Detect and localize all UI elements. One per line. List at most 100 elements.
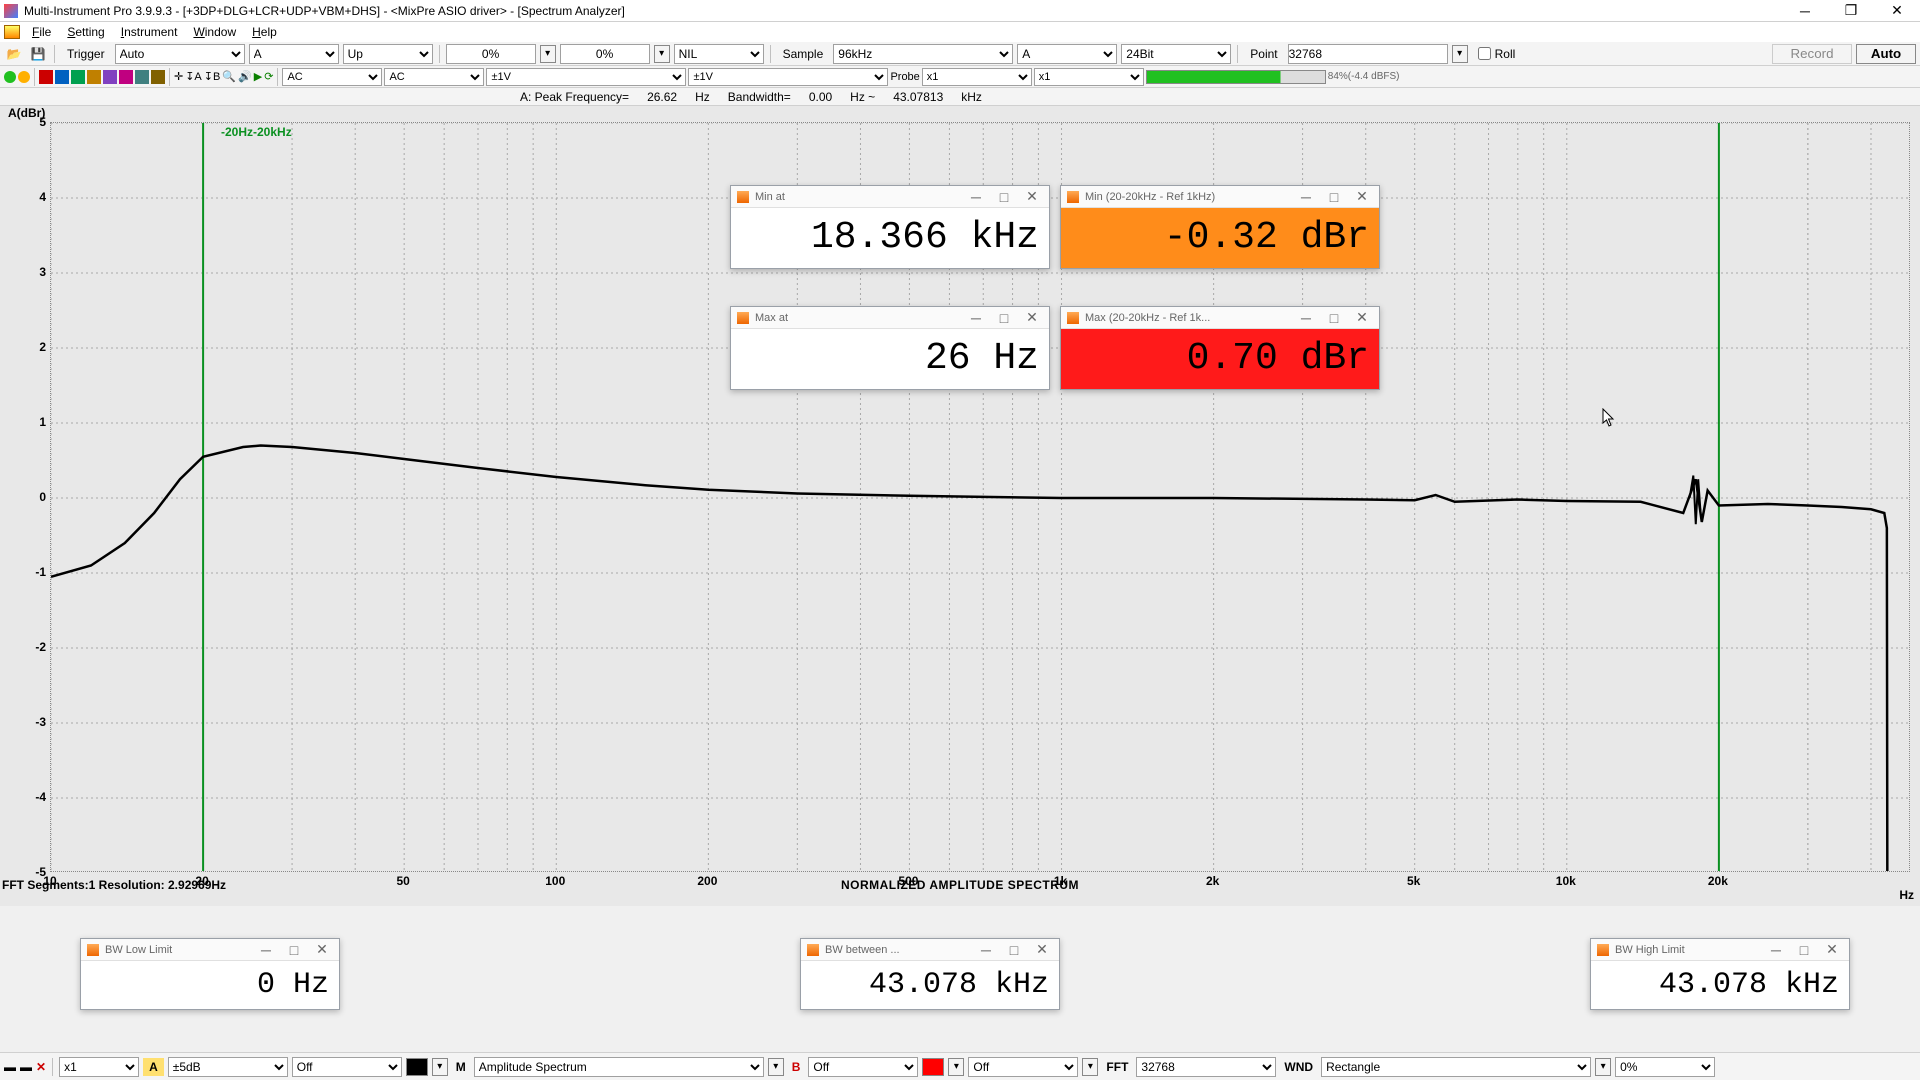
readout-min_at[interactable]: Min at─□✕18.366 kHz [730, 185, 1050, 269]
b-color-drop[interactable]: ▾ [948, 1058, 964, 1076]
menu-instrument[interactable]: Instrument [113, 23, 186, 41]
readout-max-icon[interactable]: □ [1793, 942, 1815, 958]
tool-icon-5[interactable] [103, 70, 117, 84]
b-color-swatch[interactable] [922, 1058, 944, 1076]
fft-size-select[interactable]: 32768 [1136, 1057, 1276, 1077]
readout-min-icon[interactable]: ─ [965, 189, 987, 205]
coupling-b-select[interactable]: AC [384, 68, 484, 86]
tool-icon-1[interactable] [39, 70, 53, 84]
a-range-select[interactable]: ±5dB [168, 1057, 288, 1077]
marker-b-icon[interactable]: ↧B [204, 70, 221, 83]
close-button[interactable]: ✕ [1874, 0, 1920, 22]
readout-max-icon[interactable]: □ [1323, 189, 1345, 205]
bit-depth-select[interactable]: 24Bit [1121, 44, 1231, 64]
readout-titlebar[interactable]: Max (20-20kHz - Ref 1k...─□✕ [1061, 307, 1379, 329]
range-a-select[interactable]: ±1V [486, 68, 686, 86]
overlap-select[interactable]: 0% [1615, 1057, 1715, 1077]
roll-checkbox[interactable]: Roll [1472, 47, 1516, 61]
tool-icon-7[interactable] [135, 70, 149, 84]
legend-toggle-1[interactable]: ▬ [4, 1060, 16, 1074]
tool-icon-4[interactable] [87, 70, 101, 84]
readout-titlebar[interactable]: BW High Limit─□✕ [1591, 939, 1849, 961]
readout-titlebar[interactable]: BW between ...─□✕ [801, 939, 1059, 961]
readout-titlebar[interactable]: Max at─□✕ [731, 307, 1049, 329]
probe-a-select[interactable]: x1 [922, 68, 1032, 86]
readout-close-icon[interactable]: ✕ [311, 941, 333, 958]
coupling-a-select[interactable]: AC [282, 68, 382, 86]
menu-file[interactable]: File [24, 23, 59, 41]
loop-icon[interactable]: ⟳ [264, 70, 273, 83]
level1-step[interactable]: ▾ [540, 45, 556, 63]
pause-icon[interactable] [18, 71, 30, 83]
range-b-select[interactable]: ±1V [688, 68, 888, 86]
readout-min-icon[interactable]: ─ [1295, 189, 1317, 205]
marker-a-icon[interactable]: ↧A [185, 70, 202, 83]
bottom-probe-select[interactable]: x1 [59, 1057, 139, 1077]
speaker-icon[interactable]: 🔊 [238, 70, 252, 83]
readout-min_dbr[interactable]: Min (20-20kHz - Ref 1kHz)─□✕-0.32 dBr [1060, 185, 1380, 269]
auto-button[interactable]: Auto [1856, 44, 1916, 64]
off2-drop[interactable]: ▾ [1082, 1058, 1098, 1076]
close-legend-icon[interactable]: ✕ [36, 1060, 46, 1074]
readout-close-icon[interactable]: ✕ [1821, 941, 1843, 958]
m-drop[interactable]: ▾ [768, 1058, 784, 1076]
readout-titlebar[interactable]: BW Low Limit─□✕ [81, 939, 339, 961]
readout-min-icon[interactable]: ─ [1295, 310, 1317, 326]
readout-min-icon[interactable]: ─ [965, 310, 987, 326]
readout-close-icon[interactable]: ✕ [1021, 188, 1043, 205]
record-button[interactable]: Record [1772, 44, 1852, 64]
tool-icon-8[interactable] [151, 70, 165, 84]
readout-bw_lo[interactable]: BW Low Limit─□✕0 Hz [80, 938, 340, 1010]
sample-channel-select[interactable]: A [1017, 44, 1117, 64]
off2-select[interactable]: Off [968, 1057, 1078, 1077]
readout-max-icon[interactable]: □ [1323, 310, 1345, 326]
zoom-icon[interactable]: 🔍 [222, 70, 236, 83]
readout-max-icon[interactable]: □ [993, 189, 1015, 205]
trigger-level1-input[interactable] [446, 44, 536, 64]
menu-setting[interactable]: Setting [59, 23, 112, 41]
trigger-source-select[interactable]: A [249, 44, 339, 64]
sample-rate-select[interactable]: 96kHz [833, 44, 1013, 64]
trigger-filter-select[interactable]: NIL [674, 44, 764, 64]
tool-icon-3[interactable] [71, 70, 85, 84]
point-input[interactable] [1288, 44, 1448, 64]
save-icon[interactable]: 💾 [28, 44, 48, 64]
open-icon[interactable]: 📂 [4, 44, 24, 64]
a-color-swatch[interactable] [406, 1058, 428, 1076]
maximize-button[interactable]: ❐ [1828, 0, 1874, 22]
readout-min-icon[interactable]: ─ [255, 942, 277, 958]
a-color-drop[interactable]: ▾ [432, 1058, 448, 1076]
point-step[interactable]: ▾ [1452, 45, 1468, 63]
probe-b-select[interactable]: x1 [1034, 68, 1144, 86]
legend-toggle-2[interactable]: ▬ [20, 1060, 32, 1074]
level2-step[interactable]: ▾ [654, 45, 670, 63]
run-icon[interactable] [4, 71, 16, 83]
readout-bw_mid[interactable]: BW between ...─□✕43.078 kHz [800, 938, 1060, 1010]
tool-icon-6[interactable] [119, 70, 133, 84]
readout-close-icon[interactable]: ✕ [1021, 309, 1043, 326]
menu-window[interactable]: Window [185, 23, 244, 41]
a-coupling-select[interactable]: Off [292, 1057, 402, 1077]
readout-min-icon[interactable]: ─ [975, 942, 997, 958]
tool-icon-2[interactable] [55, 70, 69, 84]
minimize-button[interactable]: ─ [1782, 0, 1828, 22]
b-coupling-select[interactable]: Off [808, 1057, 918, 1077]
readout-max-icon[interactable]: □ [283, 942, 305, 958]
trigger-level2-input[interactable] [560, 44, 650, 64]
cursor-icon[interactable]: ✛ [174, 70, 183, 83]
trigger-mode-select[interactable]: Auto [115, 44, 245, 64]
readout-titlebar[interactable]: Min (20-20kHz - Ref 1kHz)─□✕ [1061, 186, 1379, 208]
readout-max_dbr[interactable]: Max (20-20kHz - Ref 1k...─□✕0.70 dBr [1060, 306, 1380, 390]
m-mode-select[interactable]: Amplitude Spectrum [474, 1057, 764, 1077]
readout-titlebar[interactable]: Min at─□✕ [731, 186, 1049, 208]
readout-max-icon[interactable]: □ [1003, 942, 1025, 958]
readout-max-icon[interactable]: □ [993, 310, 1015, 326]
readout-close-icon[interactable]: ✕ [1351, 309, 1373, 326]
readout-min-icon[interactable]: ─ [1765, 942, 1787, 958]
menu-help[interactable]: Help [244, 23, 285, 41]
trigger-edge-select[interactable]: Up [343, 44, 433, 64]
readout-bw_hi[interactable]: BW High Limit─□✕43.078 kHz [1590, 938, 1850, 1010]
wnd-type-select[interactable]: Rectangle [1321, 1057, 1591, 1077]
readout-close-icon[interactable]: ✕ [1351, 188, 1373, 205]
readout-max_at[interactable]: Max at─□✕26 Hz [730, 306, 1050, 390]
